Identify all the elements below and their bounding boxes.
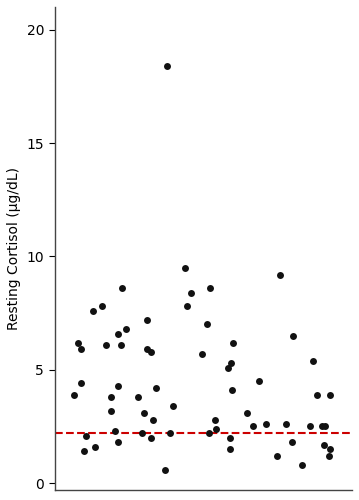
Point [103,341,109,349]
Point [115,330,121,338]
Point [150,416,155,424]
Point [229,386,235,394]
Point [148,434,154,442]
Point [116,438,121,446]
Point [327,445,332,453]
Point [213,424,219,432]
Point [290,332,296,340]
Point [148,348,154,356]
Point [207,284,213,292]
Point [167,430,172,438]
Point [184,302,190,310]
Point [108,393,113,401]
Point [188,288,194,296]
Point [153,384,159,392]
Point [120,284,125,292]
Point [141,409,147,417]
Point [78,380,84,388]
Point [144,346,150,354]
Point [284,420,289,428]
Point [256,377,262,385]
Point [118,341,124,349]
Point [230,338,236,346]
Point [244,409,250,417]
Y-axis label: Resting Cortisol (µg/dL): Resting Cortisol (µg/dL) [7,167,21,330]
Point [171,402,176,410]
Point [71,390,77,398]
Point [75,338,81,346]
Point [299,461,305,469]
Point [263,420,269,428]
Point [108,406,113,414]
Point [164,62,170,70]
Point [78,346,84,354]
Point [204,320,210,328]
Point [83,432,89,440]
Point [123,325,129,333]
Point [115,382,121,390]
Point [144,316,150,324]
Point [162,466,168,473]
Point [90,307,95,315]
Point [319,422,325,430]
Point [321,440,327,448]
Point [311,356,316,364]
Point [250,422,256,430]
Point [212,416,218,424]
Point [314,390,320,398]
Point [227,434,233,442]
Point [227,445,233,453]
Point [322,422,327,430]
Point [327,390,333,398]
Point [225,364,231,372]
Point [135,393,141,401]
Point [81,448,87,456]
Point [112,427,117,435]
Point [99,302,104,310]
Point [275,452,280,460]
Point [228,359,233,367]
Point [289,438,295,446]
Point [182,264,188,272]
Point [307,422,312,430]
Point [277,270,283,278]
Point [326,452,331,460]
Point [199,350,205,358]
Point [206,430,211,438]
Point [92,443,98,451]
Point [139,430,145,438]
